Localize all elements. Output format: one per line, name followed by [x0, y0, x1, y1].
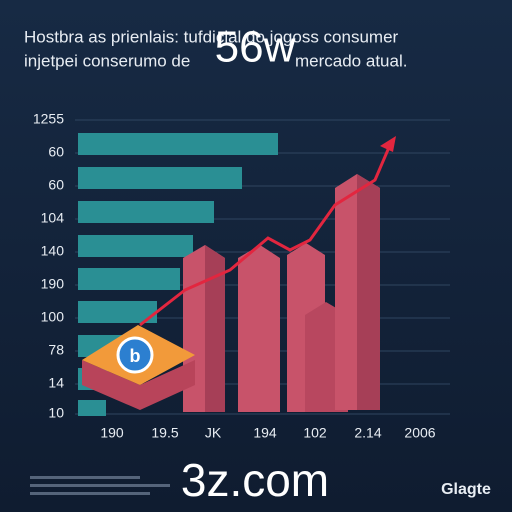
bar [78, 167, 242, 189]
orange-box: b [82, 325, 195, 410]
x-label: 19.5 [151, 425, 178, 441]
brand: Glagte [441, 481, 491, 498]
y-label: 140 [41, 243, 65, 259]
y-label: 1255 [33, 111, 64, 127]
bar [78, 400, 106, 416]
y-label: 60 [48, 144, 64, 160]
overlay-text: 56w [215, 23, 296, 72]
y-label: 14 [48, 375, 64, 391]
box-side [82, 360, 195, 410]
pink-columns [183, 174, 380, 412]
footnote-text [30, 476, 140, 479]
trend-line [139, 144, 392, 327]
column-side [205, 245, 225, 412]
y-label: 190 [41, 276, 65, 292]
x-label: 190 [100, 425, 124, 441]
badge [116, 336, 154, 374]
y-labels: 1255 60 60 104 140 190 100 78 14 10 [33, 111, 64, 421]
footnote-text [30, 484, 170, 487]
y-label: 78 [48, 342, 64, 358]
column-side [357, 174, 380, 410]
x-label: 102 [303, 425, 327, 441]
arrow-head [380, 136, 396, 152]
title-line: injetpei conserumo de [24, 51, 190, 70]
bar [78, 201, 214, 223]
x-label: 2.14 [354, 425, 381, 441]
column [238, 245, 280, 412]
bar [78, 268, 180, 290]
watermark: 3z.com [181, 454, 329, 506]
x-label: 2006 [404, 425, 435, 441]
title-line: mercado atual. [295, 51, 407, 70]
y-label: 104 [41, 210, 65, 226]
x-labels: 190 19.5 JK 194 102 2.14 2006 [100, 425, 435, 441]
footnote-text [30, 492, 150, 495]
y-label: 10 [48, 405, 64, 421]
bar [78, 133, 278, 155]
bar [78, 301, 157, 323]
x-label: JK [205, 425, 222, 441]
y-label: 60 [48, 177, 64, 193]
x-label: 194 [253, 425, 277, 441]
badge-text: b [130, 346, 141, 366]
y-label: 100 [41, 309, 65, 325]
title-line: Hostbra as prienlais: tufdicial do jogos… [24, 27, 399, 46]
bar [78, 235, 193, 257]
